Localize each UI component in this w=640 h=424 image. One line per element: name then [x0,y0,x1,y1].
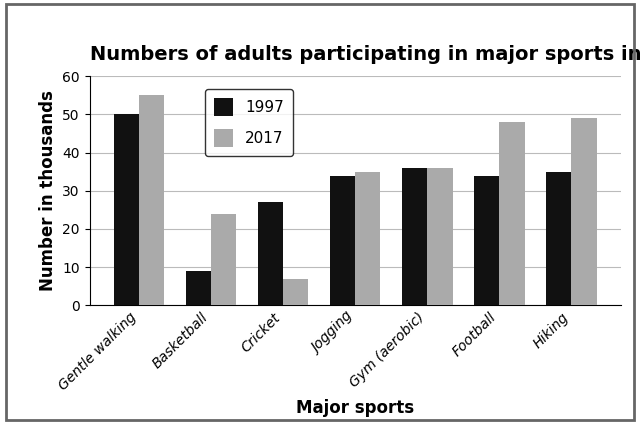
Bar [355,172,380,305]
X-axis label: Major sports: Major sports [296,399,414,417]
Bar [186,271,211,305]
Legend: 1997, 2017: 1997, 2017 [205,89,292,156]
Bar [402,168,428,305]
Bar [258,202,283,305]
Bar [330,176,355,305]
Bar [499,122,525,305]
Bar [114,114,139,305]
Bar [139,95,164,305]
Bar [211,214,236,305]
Bar [474,176,499,305]
Bar [546,172,572,305]
Bar [428,168,452,305]
Y-axis label: Number in thousands: Number in thousands [38,90,57,291]
Bar [283,279,308,305]
Text: Numbers of adults participating in major sports in 1997 and 2017: Numbers of adults participating in major… [90,45,640,64]
Bar [572,118,596,305]
